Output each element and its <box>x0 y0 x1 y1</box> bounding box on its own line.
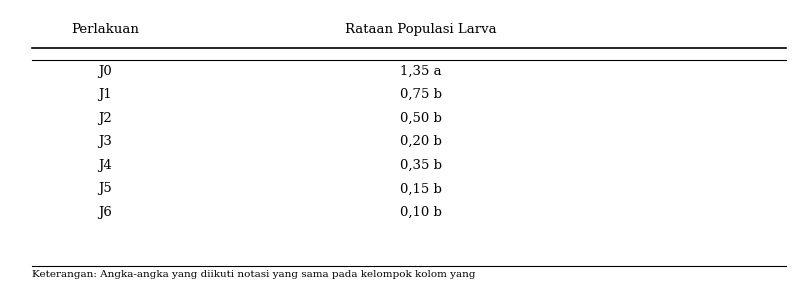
Text: Keterangan: Angka-angka yang diikuti notasi yang sama pada kelompok kolom yang: Keterangan: Angka-angka yang diikuti not… <box>32 270 476 279</box>
Text: J5: J5 <box>99 182 112 195</box>
Text: 0,10 b: 0,10 b <box>400 206 442 219</box>
Text: 0,20 b: 0,20 b <box>400 135 442 148</box>
Text: J3: J3 <box>98 135 113 148</box>
Text: J0: J0 <box>99 64 112 78</box>
Text: Rataan Populasi Larva: Rataan Populasi Larva <box>345 23 497 36</box>
Text: J4: J4 <box>99 159 112 172</box>
Text: 0,35 b: 0,35 b <box>400 159 442 172</box>
Text: 0,75 b: 0,75 b <box>400 88 442 101</box>
Text: J6: J6 <box>98 206 113 219</box>
Text: Perlakuan: Perlakuan <box>71 23 139 36</box>
Text: J1: J1 <box>99 88 112 101</box>
Text: 0,15 b: 0,15 b <box>400 182 442 195</box>
Text: J2: J2 <box>99 112 112 125</box>
Text: 0,50 b: 0,50 b <box>400 112 442 125</box>
Text: 1,35 a: 1,35 a <box>400 64 442 78</box>
